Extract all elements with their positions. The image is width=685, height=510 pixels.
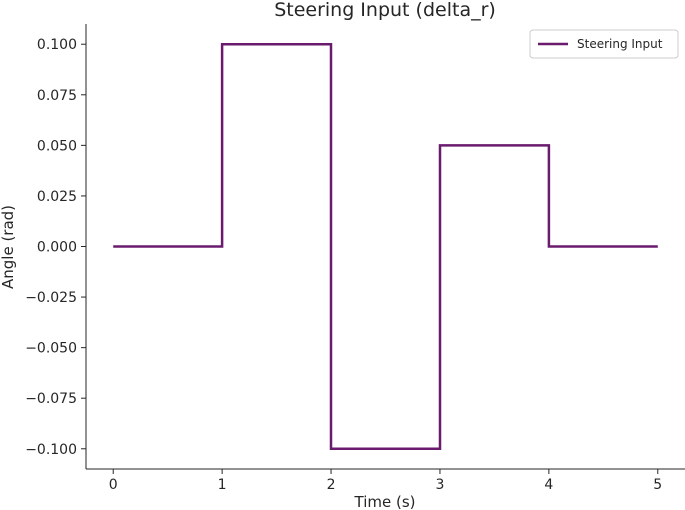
x-axis-label: Time (s)	[354, 493, 416, 510]
series-layer	[113, 42, 658, 451]
chart-title: Steering Input (delta_r)	[274, 0, 496, 21]
legend-label: Steering Input	[577, 37, 663, 51]
x-tick-label: 1	[218, 477, 227, 493]
y-tick-label: 0.000	[37, 240, 77, 256]
y-tick-label: 0.050	[37, 138, 77, 154]
y-tick-label: 0.075	[37, 88, 77, 104]
x-tick-label: 4	[544, 477, 553, 493]
x-tick-label: 5	[653, 477, 662, 493]
legend-box	[529, 29, 679, 59]
y-tick-label: 0.100	[37, 37, 77, 53]
x-tick-label: 2	[327, 477, 336, 493]
y-tick-label: −0.100	[25, 442, 77, 458]
y-tick-label: 0.025	[37, 189, 77, 205]
y-tick-label: −0.050	[25, 341, 77, 357]
x-ticks: 0 1 2 3 4 5	[109, 469, 662, 493]
x-tick-label: 3	[435, 477, 444, 493]
y-axis-label: Angle (rad)	[0, 205, 17, 289]
x-tick-label: 0	[109, 477, 118, 493]
y-tick-label: −0.075	[25, 391, 77, 407]
y-tick-label: −0.025	[25, 290, 77, 306]
y-ticks: 0.100 0.075 0.050 0.025 0.000 −0.025 −0.050 −0.…	[25, 37, 86, 458]
legend: Steering Input	[529, 29, 679, 59]
series-line-0	[113, 42, 658, 451]
